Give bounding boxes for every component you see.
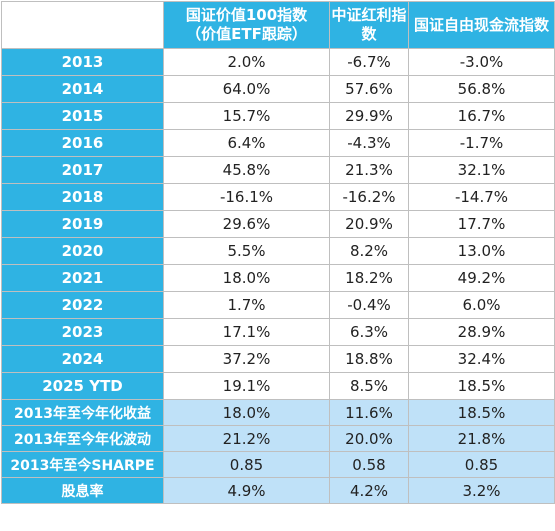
value-cell: 29.6%: [163, 210, 330, 238]
year-label: 2013: [1, 48, 164, 76]
value-cell: 18.5%: [408, 372, 555, 400]
value-cell: 21.2%: [163, 425, 330, 452]
stat-row: 2013年至今SHARPE 0.85 0.58 0.85: [1, 451, 555, 478]
value-cell: 29.9%: [329, 102, 409, 130]
value-cell: 4.2%: [329, 477, 409, 504]
year-label: 2024: [1, 345, 164, 373]
value-cell: 20.0%: [329, 425, 409, 452]
value-cell: -4.3%: [329, 129, 409, 157]
stat-label: 股息率: [1, 477, 164, 504]
year-label: 2022: [1, 291, 164, 319]
header-value100: 国证价值100指数 （价值ETF跟踪）: [163, 1, 330, 49]
value-cell: 16.7%: [408, 102, 555, 130]
year-label: 2014: [1, 75, 164, 103]
year-label: 2016: [1, 129, 164, 157]
year-row: 2015 15.7% 29.9% 16.7%: [1, 102, 555, 130]
header-row: 国证价值100指数 （价值ETF跟踪） 中证红利指数 国证自由现金流指数: [1, 1, 555, 49]
value-cell: 57.6%: [329, 75, 409, 103]
value-cell: 18.8%: [329, 345, 409, 373]
stat-label: 2013年至今SHARPE: [1, 451, 164, 478]
value-cell: 45.8%: [163, 156, 330, 184]
stat-label: 2013年至今年化波动: [1, 425, 164, 452]
value-cell: 21.8%: [408, 425, 555, 452]
value-cell: 0.58: [329, 451, 409, 478]
value-cell: 1.7%: [163, 291, 330, 319]
value-cell: 32.4%: [408, 345, 555, 373]
performance-table: 国证价值100指数 （价值ETF跟踪） 中证红利指数 国证自由现金流指数 201…: [1, 1, 555, 504]
year-row: 2021 18.0% 18.2% 49.2%: [1, 264, 555, 292]
value-cell: 56.8%: [408, 75, 555, 103]
value-cell: 6.3%: [329, 318, 409, 346]
year-label: 2019: [1, 210, 164, 238]
year-row: 2019 29.6% 20.9% 17.7%: [1, 210, 555, 238]
value-cell: 3.2%: [408, 477, 555, 504]
value-cell: 28.9%: [408, 318, 555, 346]
value-cell: 0.85: [408, 451, 555, 478]
stat-row: 股息率 4.9% 4.2% 3.2%: [1, 477, 555, 504]
value-cell: 11.6%: [329, 399, 409, 426]
value-cell: -16.2%: [329, 183, 409, 211]
value-cell: 18.0%: [163, 264, 330, 292]
value-cell: 5.5%: [163, 237, 330, 265]
corner-cell: [1, 1, 164, 49]
value-cell: 64.0%: [163, 75, 330, 103]
value-cell: 19.1%: [163, 372, 330, 400]
value-cell: -16.1%: [163, 183, 330, 211]
header-dividend: 中证红利指数: [329, 1, 409, 49]
year-label: 2018: [1, 183, 164, 211]
year-label: 2015: [1, 102, 164, 130]
value-cell: 18.2%: [329, 264, 409, 292]
value-cell: 20.9%: [329, 210, 409, 238]
value-cell: -3.0%: [408, 48, 555, 76]
year-row: 2014 64.0% 57.6% 56.8%: [1, 75, 555, 103]
year-row: 2017 45.8% 21.3% 32.1%: [1, 156, 555, 184]
year-label: 2023: [1, 318, 164, 346]
value-cell: 37.2%: [163, 345, 330, 373]
value-cell: 0.85: [163, 451, 330, 478]
year-row: 2018 -16.1% -16.2% -14.7%: [1, 183, 555, 211]
value-cell: 21.3%: [329, 156, 409, 184]
value-cell: 8.2%: [329, 237, 409, 265]
stat-label: 2013年至今年化收益: [1, 399, 164, 426]
value-cell: 4.9%: [163, 477, 330, 504]
value-cell: 17.7%: [408, 210, 555, 238]
value-cell: -6.7%: [329, 48, 409, 76]
value-cell: 8.5%: [329, 372, 409, 400]
table-body: 国证价值100指数 （价值ETF跟踪） 中证红利指数 国证自由现金流指数 201…: [1, 1, 555, 504]
value-cell: -1.7%: [408, 129, 555, 157]
value-cell: -14.7%: [408, 183, 555, 211]
year-row: 2024 37.2% 18.8% 32.4%: [1, 345, 555, 373]
year-row: 2025 YTD 19.1% 8.5% 18.5%: [1, 372, 555, 400]
value-cell: 15.7%: [163, 102, 330, 130]
year-row: 2016 6.4% -4.3% -1.7%: [1, 129, 555, 157]
value-cell: 2.0%: [163, 48, 330, 76]
value-cell: 6.4%: [163, 129, 330, 157]
year-label: 2025 YTD: [1, 372, 164, 400]
value-cell: 32.1%: [408, 156, 555, 184]
value-cell: 13.0%: [408, 237, 555, 265]
value-cell: 18.5%: [408, 399, 555, 426]
year-label: 2020: [1, 237, 164, 265]
value-cell: 49.2%: [408, 264, 555, 292]
year-row: 2013 2.0% -6.7% -3.0%: [1, 48, 555, 76]
stat-row: 2013年至今年化收益 18.0% 11.6% 18.5%: [1, 399, 555, 426]
value-cell: 6.0%: [408, 291, 555, 319]
header-freecashflow: 国证自由现金流指数: [408, 1, 555, 49]
year-label: 2017: [1, 156, 164, 184]
year-row: 2020 5.5% 8.2% 13.0%: [1, 237, 555, 265]
value-cell: 17.1%: [163, 318, 330, 346]
year-row: 2023 17.1% 6.3% 28.9%: [1, 318, 555, 346]
value-cell: 18.0%: [163, 399, 330, 426]
value-cell: -0.4%: [329, 291, 409, 319]
year-label: 2021: [1, 264, 164, 292]
stat-row: 2013年至今年化波动 21.2% 20.0% 21.8%: [1, 425, 555, 452]
year-row: 2022 1.7% -0.4% 6.0%: [1, 291, 555, 319]
